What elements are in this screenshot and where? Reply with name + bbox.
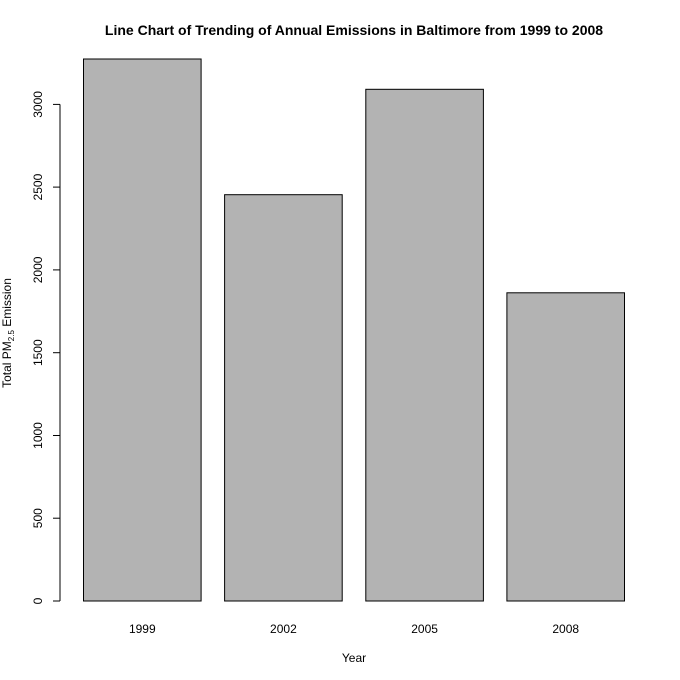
y-axis-title-suffix: Emission — [0, 278, 14, 330]
bar-2002 — [224, 194, 343, 602]
x-axis-labels: 1999 2002 2005 2008 — [129, 622, 579, 636]
x-tick-label-2008: 2008 — [552, 622, 579, 636]
y-tick-label-2500: 2500 — [31, 173, 45, 200]
x-axis-title: Year — [342, 651, 366, 665]
bar-2005 — [365, 88, 484, 602]
bar-2008 — [506, 292, 625, 602]
y-tick-label-3000: 3000 — [31, 91, 45, 118]
y-tick-label-500: 500 — [31, 508, 45, 528]
x-tick-label-1999: 1999 — [129, 622, 156, 636]
bars-group — [83, 58, 625, 602]
y-tick-label-1000: 1000 — [31, 422, 45, 449]
y-tick-label-2000: 2000 — [31, 256, 45, 283]
y-axis: 0 500 1000 1500 2000 2500 3000 — [31, 91, 61, 604]
y-axis-title: Total PM2.5 Emission — [0, 278, 16, 388]
y-axis-title-subscript: 2.5 — [7, 330, 16, 342]
x-tick-label-2005: 2005 — [411, 622, 438, 636]
y-tick-label-0: 0 — [31, 597, 45, 604]
y-tick-label-1500: 1500 — [31, 339, 45, 366]
chart-title: Line Chart of Trending of Annual Emissio… — [105, 22, 603, 38]
y-axis-title-prefix: Total PM — [0, 341, 14, 388]
x-tick-label-2002: 2002 — [270, 622, 297, 636]
bar-1999 — [83, 58, 202, 602]
